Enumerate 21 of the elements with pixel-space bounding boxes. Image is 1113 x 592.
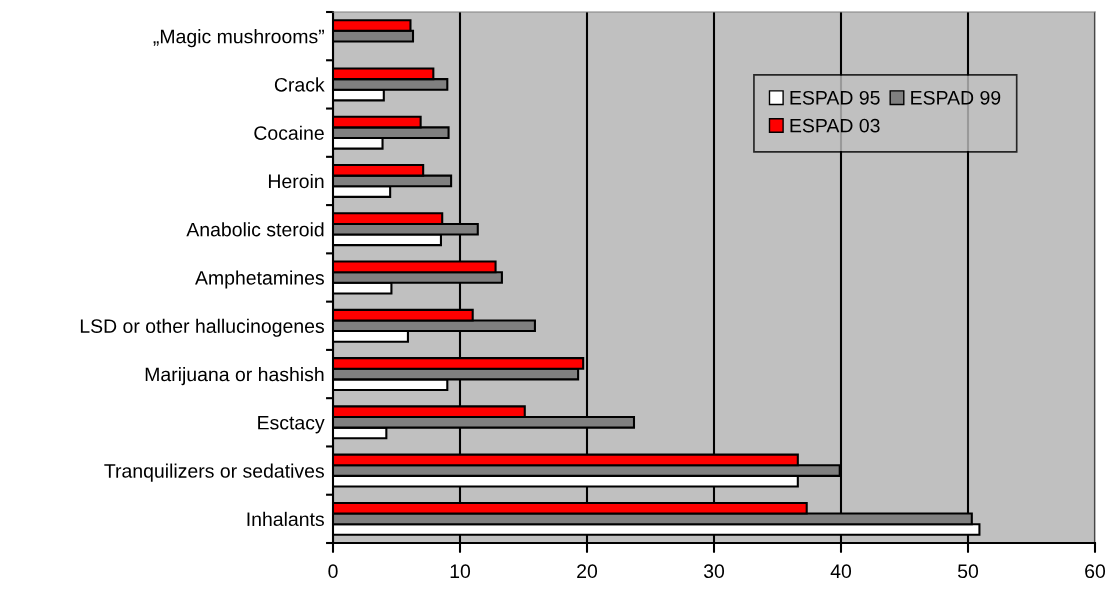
legend-label: ESPAD 03 — [790, 118, 880, 133]
x-tick-label: 40 — [830, 564, 852, 579]
y-tick-label: Cocaine — [254, 125, 324, 140]
legend-label: ESPAD 95 — [790, 90, 880, 105]
y-tick-label: Crack — [274, 77, 325, 92]
y-tick-label: Inhalants — [247, 511, 324, 527]
x-tick-label: 60 — [1085, 564, 1106, 579]
y-tick-label: Heroin — [268, 173, 324, 189]
y-tick-label: „Magic mushrooms” — [153, 29, 324, 48]
x-tick-label: 10 — [450, 564, 471, 579]
x-tick-label: 50 — [957, 564, 979, 579]
y-tick-label: Amphetamines — [195, 270, 324, 289]
y-tick-label: Esctacy — [258, 415, 325, 434]
y-tick-label: Anabolic steroid — [186, 222, 324, 237]
x-tick-label: 30 — [703, 564, 725, 579]
legend-label: ESPAD 99 — [911, 90, 1001, 105]
y-tick-label: Marijuana or hashish — [145, 367, 324, 386]
x-tick-label: 0 — [328, 564, 338, 579]
x-tick-label: 20 — [577, 564, 598, 579]
y-tick-label: LSD or other hallucinogenes — [80, 318, 324, 337]
y-tick-label: Tranquilizers or sedatives — [104, 463, 324, 482]
